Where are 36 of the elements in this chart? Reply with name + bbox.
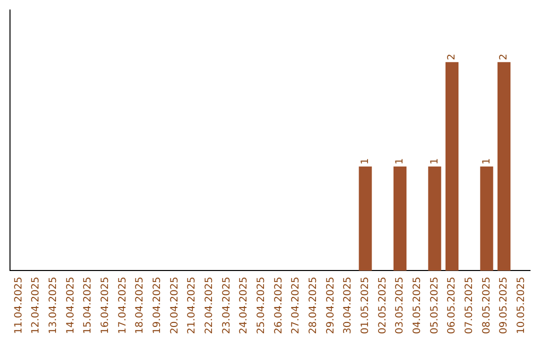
x-tick-label: 09.05.2025	[498, 276, 510, 334]
data-label: 2	[446, 54, 458, 60]
x-tick-label: 25.04.2025	[256, 276, 267, 334]
x-tick-label: 05.05.2025	[429, 276, 440, 334]
x-tick-label: 27.04.2025	[290, 276, 302, 334]
x-tick-label: 19.04.2025	[152, 276, 163, 334]
data-label: 2	[498, 54, 510, 60]
data-label: 1	[429, 158, 440, 164]
x-tick-label: 06.05.2025	[446, 276, 458, 334]
x-tick-label: 07.05.2025	[464, 276, 475, 334]
x-tick-label: 01.05.2025	[360, 276, 371, 334]
x-tick-label: 15.04.2025	[82, 276, 94, 334]
x-tick-label: 24.04.2025	[238, 276, 250, 334]
x-tick-label: 18.04.2025	[134, 276, 146, 334]
x-tick-label: 16.04.2025	[100, 276, 111, 334]
x-tick-label: 21.04.2025	[186, 276, 198, 334]
x-tick-label: 02.05.2025	[377, 276, 388, 334]
data-label: 1	[394, 158, 406, 164]
data-label: 1	[481, 158, 492, 164]
data-label: 1	[360, 158, 371, 164]
x-tick-label: 10.05.2025	[516, 276, 527, 334]
x-tick-label: 03.05.2025	[394, 276, 406, 334]
x-tick-label: 12.04.2025	[30, 276, 42, 334]
x-tick-label: 30.04.2025	[342, 276, 354, 334]
x-tick-label: 17.04.2025	[117, 276, 128, 334]
x-tick-label: 29.04.2025	[325, 276, 336, 334]
x-tick-label: 22.04.2025	[204, 276, 215, 334]
x-tick-label: 28.04.2025	[308, 276, 319, 334]
x-tick-label: 20.04.2025	[169, 276, 180, 334]
x-tick-label: 11.04.2025	[13, 276, 24, 334]
x-tick-label: 08.05.2025	[481, 276, 492, 334]
x-tick-label: 23.04.2025	[221, 276, 232, 334]
x-tick-label: 04.05.2025	[412, 276, 423, 334]
x-tick-label: 14.04.2025	[65, 276, 76, 334]
x-tick-label: 26.04.2025	[273, 276, 284, 334]
x-tick-label: 13.04.2025	[48, 276, 59, 334]
